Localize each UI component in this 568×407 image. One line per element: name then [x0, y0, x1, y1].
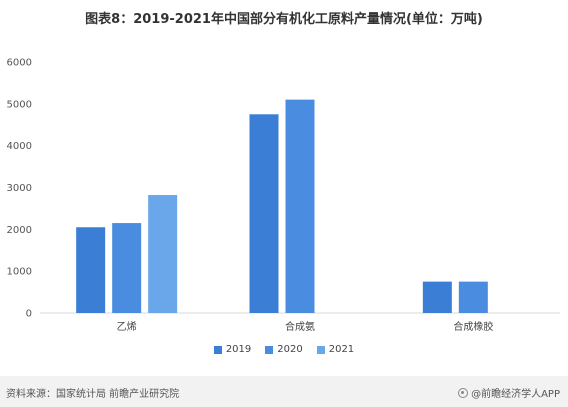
legend-swatch — [316, 345, 325, 354]
legend-label: 2019 — [225, 344, 252, 355]
bar-marks — [76, 99, 488, 314]
bar-2020 — [285, 99, 315, 314]
y-tick-label: 1000 — [7, 267, 32, 278]
footer-bar: 资料来源：国家统计局 前瞻产业研究院 @前瞻经济学人APP — [0, 376, 568, 407]
y-tick-label: 4000 — [7, 141, 32, 152]
bar-chart: 0 1000 2000 3000 4000 5000 6000 乙烯 合成氨 合成橡胶 — [7, 58, 560, 333]
legend-label: 2020 — [277, 344, 303, 355]
x-category-label: 合成氨 — [285, 320, 315, 333]
legend-item: 2020 — [265, 344, 303, 355]
bar-2019 — [422, 281, 452, 313]
bar-2019 — [249, 114, 279, 314]
bar-2021 — [148, 195, 178, 313]
y-tick-label: 6000 — [7, 58, 32, 69]
legend-item: 2021 — [316, 344, 355, 355]
y-tick-label: 3000 — [7, 183, 32, 194]
legend-label: 2021 — [328, 344, 355, 355]
x-category-label: 合成橡胶 — [453, 320, 493, 333]
category-labels: 乙烯 合成氨 合成橡胶 — [117, 320, 494, 333]
source-text: 资料来源：国家统计局 前瞻产业研究院 — [6, 389, 180, 400]
y-tick-label: 5000 — [7, 99, 32, 110]
y-tick-label: 0 — [26, 309, 32, 320]
bar-2020 — [112, 223, 142, 313]
brand-logo-icon — [458, 387, 469, 398]
brand-text: @前瞻经济学人APP — [471, 389, 560, 400]
bar-2019 — [76, 227, 106, 313]
legend-swatch — [265, 345, 274, 354]
legend-item: 2019 — [213, 344, 252, 355]
bar-2020 — [458, 281, 488, 313]
x-category-label: 乙烯 — [117, 320, 137, 333]
y-tick-label: 2000 — [7, 225, 32, 236]
y-axis-ticks: 0 1000 2000 3000 4000 5000 6000 — [7, 58, 32, 320]
brand-credit: @前瞻经济学人APP — [458, 385, 560, 400]
chart-title: 图表8：2019-2021年中国部分有机化工原料产量情况(单位：万吨) — [85, 12, 483, 27]
legend-swatch — [213, 345, 222, 354]
chart-legend: 2019 2020 2021 — [0, 344, 568, 355]
